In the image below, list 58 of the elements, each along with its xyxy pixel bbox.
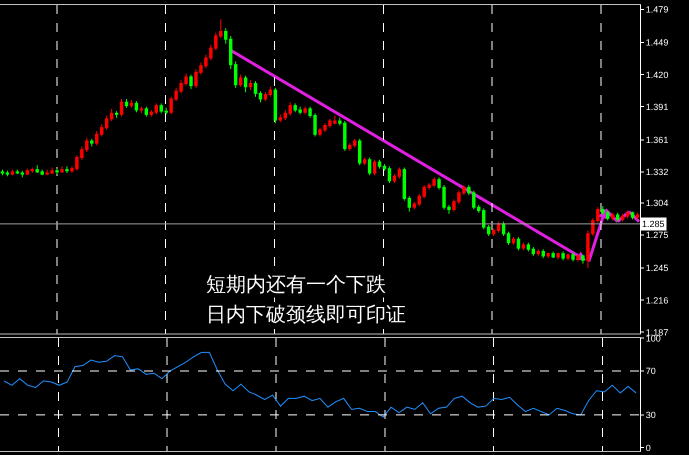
candlestick [368, 157, 372, 176]
candlestick [124, 98, 128, 108]
candlestick [581, 254, 585, 264]
candlestick [134, 100, 138, 113]
annotation: 日内下破颈线即可印证 [206, 304, 406, 326]
candlestick [551, 250, 555, 259]
candlestick [303, 106, 307, 115]
candlestick [630, 211, 634, 220]
y-tick-label: 1.449 [646, 38, 668, 48]
candlestick [362, 157, 366, 166]
y-tick-label: 1.479 [646, 4, 668, 15]
candlestick [65, 166, 69, 174]
candlestick [130, 100, 134, 108]
candlestick [556, 252, 560, 260]
candlestick [561, 250, 565, 261]
y-tick-label: 1.361 [646, 134, 668, 145]
candlestick [90, 138, 94, 147]
candlestick [636, 212, 640, 220]
y-tick-label: 1.332 [646, 167, 668, 178]
y-tick-label: 1.216 [646, 295, 668, 306]
line-series [3, 352, 637, 418]
candlestick [512, 236, 516, 246]
y-tick-label: 1.420 [646, 70, 668, 80]
candlestick [516, 236, 520, 251]
candlestick [571, 252, 575, 262]
candlestick [542, 248, 545, 259]
y-tick-label: 70 [646, 366, 656, 376]
candlestick [10, 169, 14, 176]
candlestick [258, 90, 262, 103]
annotation: 短期内还有一个下跌 [206, 274, 386, 296]
candlestick [536, 248, 540, 256]
candlestick [358, 138, 362, 166]
candlestick [140, 106, 144, 114]
candlestick [238, 74, 242, 88]
y-tick-label: 1.391 [646, 102, 668, 112]
ref-line-label: 1.285 [642, 219, 665, 229]
candlestick [248, 80, 252, 91]
candlestick [372, 159, 376, 176]
candlestick [189, 74, 193, 90]
candlestick [144, 106, 148, 118]
candlestick [55, 168, 59, 175]
y-tick-label: 0 [646, 442, 651, 453]
candlestick [318, 127, 322, 138]
candlestick [60, 166, 64, 174]
candlestick [546, 252, 550, 259]
y-tick-label: 1.245 [646, 263, 668, 274]
candlestick [114, 110, 118, 118]
y-tick-label: 30 [646, 410, 656, 420]
candlestick [611, 212, 614, 222]
candlestick [120, 98, 124, 118]
y-tick-label: 1.304 [646, 198, 668, 208]
candlestick [274, 87, 278, 124]
candlestick [244, 75, 248, 93]
candlestick [566, 253, 570, 261]
candlestick [616, 212, 620, 222]
y-tick-label: 1.275 [646, 230, 668, 240]
candlestick [522, 242, 526, 251]
candlestick [254, 80, 258, 98]
